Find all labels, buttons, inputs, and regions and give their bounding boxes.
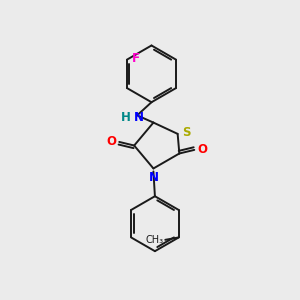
Text: F: F bbox=[131, 52, 140, 65]
Text: S: S bbox=[182, 126, 191, 139]
Text: N: N bbox=[149, 171, 159, 184]
Text: O: O bbox=[106, 135, 116, 148]
Text: O: O bbox=[197, 143, 207, 156]
Text: H: H bbox=[121, 111, 130, 124]
Text: CH₃: CH₃ bbox=[145, 235, 163, 245]
Text: N: N bbox=[134, 111, 144, 124]
